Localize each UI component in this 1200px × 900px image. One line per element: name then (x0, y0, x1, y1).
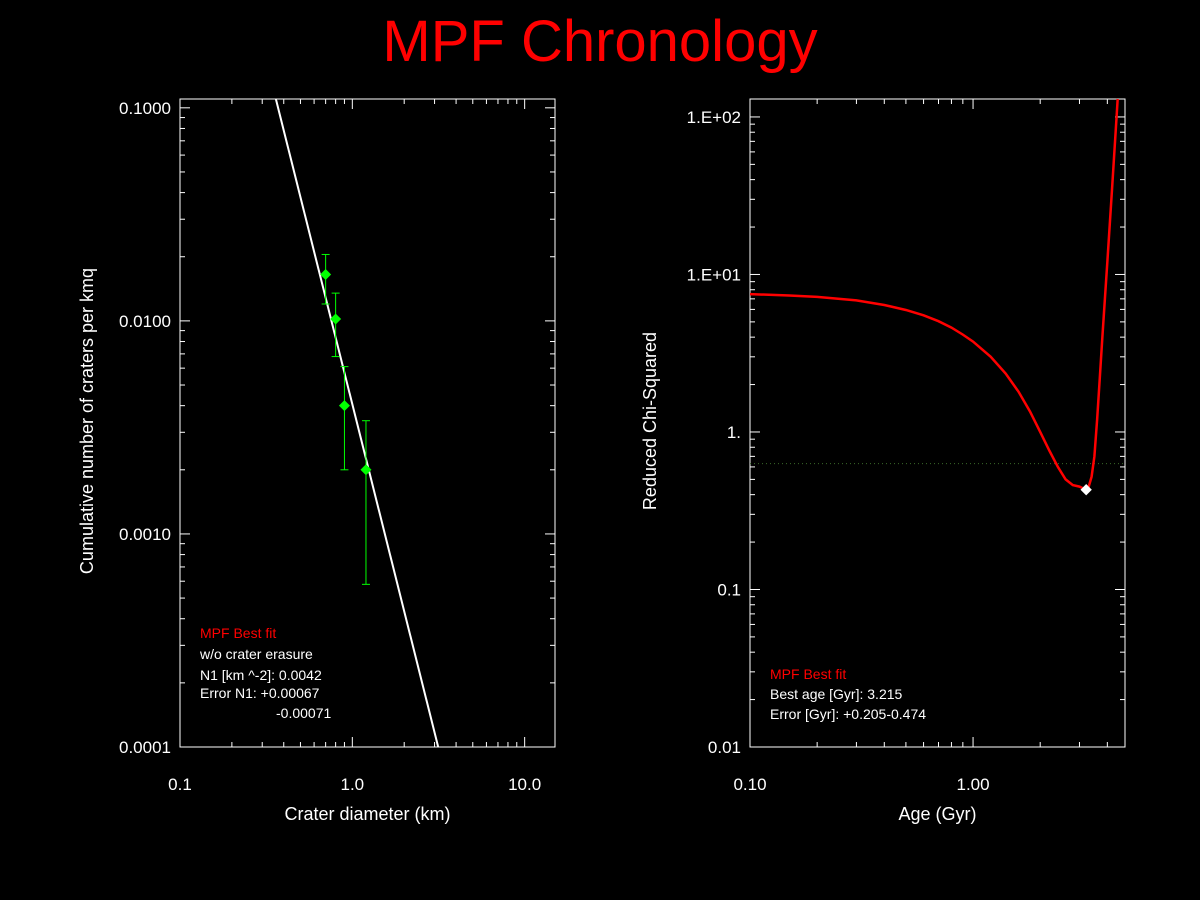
left-annotation-line-4: -0.00071 (276, 705, 331, 721)
x-tick-label: 10.0 (508, 775, 541, 794)
y-tick-label: 0.1 (717, 580, 741, 599)
right-annotation-line-1: Best age [Gyr]: 3.215 (770, 686, 903, 702)
left-annotation-header: MPF Best fit (200, 625, 276, 641)
best-age-point (1080, 484, 1092, 496)
y-tick-label: 0.0100 (119, 312, 171, 331)
right-annotation: MPF Best fit Best age [Gyr]: 3.215 Error… (770, 666, 926, 722)
y-tick-label: 0.1000 (119, 99, 171, 118)
right-tick-labels: 0.10 1.00 0.01 0.1 1. 1.E+01 1.E+02 (687, 108, 990, 794)
left-y-axis-title: Cumulative number of craters per kmq (77, 268, 97, 574)
left-annotation-line-3: Error N1: +0.00067 (200, 685, 320, 701)
right-annotation-line-2: Error [Gyr]: +0.205-0.474 (770, 706, 926, 722)
data-point (338, 400, 350, 412)
left-x-axis-title: Crater diameter (km) (284, 804, 450, 824)
y-tick-label: 0.0010 (119, 525, 171, 544)
right-plot-frame (749, 98, 1126, 748)
right-annotation-header: MPF Best fit (770, 666, 846, 682)
left-annotation-line-1: w/o crater erasure (199, 646, 313, 662)
crater-size-frequency-plot: 0.1 1.0 10.0 0.0001 0.0010 0.0100 0.1000 Crate… (77, 98, 556, 824)
data-point (320, 269, 332, 281)
y-tick-label: 1. (727, 423, 741, 442)
fit-line (274, 98, 440, 748)
left-plot-frame (179, 98, 556, 748)
data-point (360, 464, 372, 476)
chi-squared-plot: 0.10 1.000.010.11.1.E+011.E+02 Age (Gyr) … (640, 98, 1126, 824)
data-points (320, 253, 372, 585)
left-annotation: MPF Best fit w/o crater erasure N1 [km ^… (199, 625, 331, 721)
chi-squared-curve (749, 98, 1119, 492)
x-tick-label: 0.1 (168, 775, 192, 794)
left-tick-labels: 0.1 1.0 10.0 0.0001 0.0010 0.0100 0.1000 (119, 99, 541, 794)
right-ticks (749, 99, 1125, 748)
y-tick-label: 0.01 (708, 738, 741, 757)
y-tick-label: 1.E+02 (687, 108, 741, 127)
left-annotation-line-2: N1 [km ^-2]: 0.0042 (200, 667, 322, 683)
y-tick-label: 1.E+01 (687, 265, 741, 284)
y-tick-label: 0.0001 (119, 738, 171, 757)
x-tick-label: 1.00 (957, 775, 990, 794)
left-ticks (179, 99, 555, 748)
x-tick-label: 1.0 (341, 775, 365, 794)
page-title: MPF Chronology (382, 9, 818, 74)
data-point (330, 313, 342, 325)
x-tick-label: 0.10 (733, 775, 766, 794)
right-y-axis-title: Reduced Chi-Squared (640, 332, 660, 510)
right-x-axis-title: Age (Gyr) (898, 804, 976, 824)
